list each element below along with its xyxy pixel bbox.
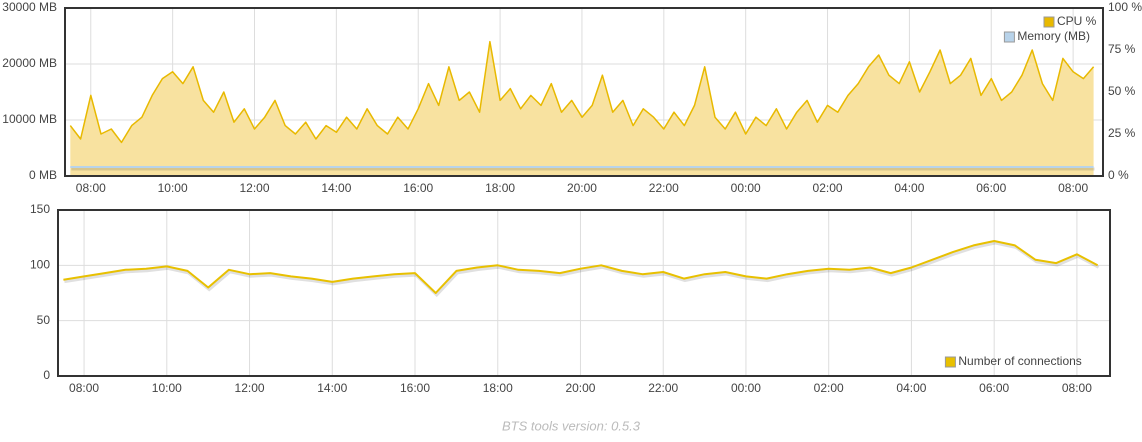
x-tick-label: 20:00	[565, 381, 595, 395]
legend-label: Memory (MB)	[1017, 29, 1090, 43]
x-tick-label: 08:00	[69, 381, 99, 395]
legend-label: CPU %	[1057, 14, 1097, 28]
x-tick-label: 20:00	[567, 181, 597, 195]
x-tick-label: 06:00	[976, 181, 1006, 195]
x-tick-label: 10:00	[152, 381, 182, 395]
x-tick-label: 08:00	[1058, 181, 1088, 195]
y-tick-label: 150	[30, 202, 50, 216]
plot-frame	[64, 7, 1104, 177]
x-tick-label: 18:00	[483, 381, 513, 395]
x-tick-label: 02:00	[813, 181, 843, 195]
y2-tick-label: 50 %	[1108, 84, 1136, 98]
y2-tick-label: 100 %	[1108, 0, 1142, 14]
x-tick-label: 16:00	[403, 181, 433, 195]
area	[70, 41, 1094, 176]
legend-swatch	[944, 356, 956, 368]
x-tick-label: 06:00	[979, 381, 1009, 395]
y-tick-label: 30000 MB	[2, 0, 57, 14]
x-tick-label: 16:00	[400, 381, 430, 395]
legend-swatch	[1003, 31, 1015, 43]
x-tick-label: 02:00	[814, 381, 844, 395]
plot-frame	[57, 209, 1111, 377]
x-tick-label: 08:00	[76, 181, 106, 195]
legend-swatch	[1043, 16, 1055, 28]
y-tick-label: 10000 MB	[2, 112, 57, 126]
y2-tick-label: 0 %	[1108, 168, 1129, 182]
x-tick-label: 22:00	[649, 181, 679, 195]
x-tick-label: 22:00	[648, 381, 678, 395]
x-tick-label: 04:00	[894, 181, 924, 195]
x-tick-label: 04:00	[896, 381, 926, 395]
line	[63, 240, 1099, 294]
x-tick-label: 12:00	[235, 381, 265, 395]
x-tick-label: 10:00	[158, 181, 188, 195]
footer: BTS tools version: 0.5.3	[502, 418, 641, 433]
y-tick-label: 0	[43, 368, 50, 382]
y2-tick-label: 75 %	[1108, 42, 1136, 56]
legend-label: Number of connections	[958, 354, 1081, 368]
line-shadow	[64, 241, 1100, 298]
x-tick-label: 14:00	[321, 181, 351, 195]
line	[69, 40, 1095, 144]
y-tick-label: 20000 MB	[2, 56, 57, 70]
x-tick-label: 00:00	[731, 381, 761, 395]
x-tick-label: 12:00	[239, 181, 269, 195]
x-tick-label: 08:00	[1062, 381, 1092, 395]
y-tick-label: 50	[37, 313, 51, 327]
x-tick-label: 14:00	[317, 381, 347, 395]
y2-tick-label: 25 %	[1108, 126, 1136, 140]
x-tick-label: 18:00	[485, 181, 515, 195]
y-tick-label: 100	[30, 258, 50, 272]
y-tick-label: 0 MB	[29, 168, 57, 182]
x-tick-label: 00:00	[731, 181, 761, 195]
